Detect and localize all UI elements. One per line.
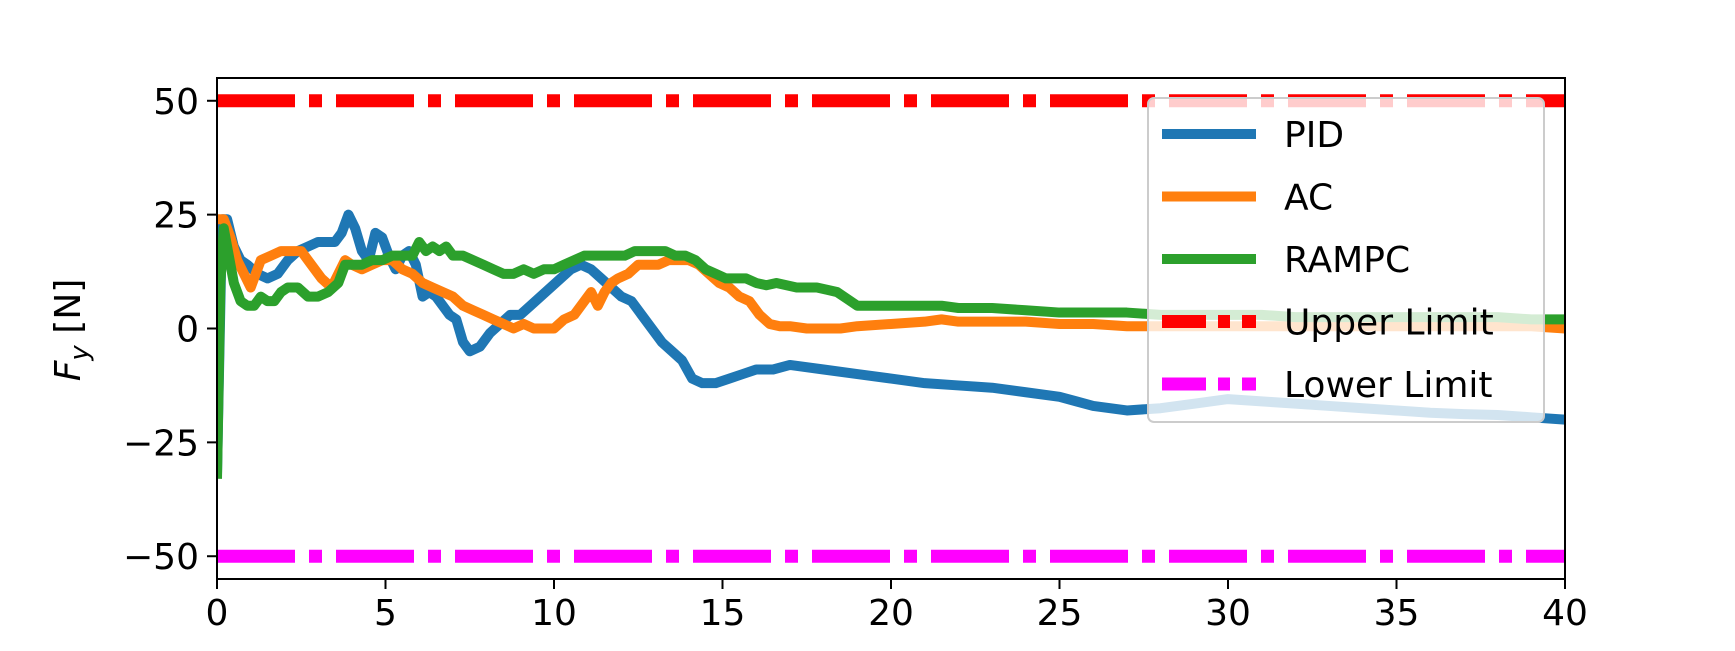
- x-tick-label-2: 10: [531, 593, 577, 634]
- series-line-2: [217, 223, 1565, 479]
- y-axis: −50 −25 0 25 50: [123, 82, 217, 578]
- legend-label-3: Upper Limit: [1284, 303, 1494, 344]
- y-axis-label-main: F: [48, 359, 89, 381]
- x-tick-label-7: 35: [1374, 593, 1420, 634]
- legend-label-1: AC: [1284, 178, 1333, 219]
- y-axis-label-unit: [N]: [48, 279, 89, 345]
- legend-label-4: Lower Limit: [1284, 365, 1493, 406]
- y-axis-label: Fy [N]: [48, 279, 95, 382]
- x-tick-label-3: 15: [700, 593, 746, 634]
- y-tick-label-2: 0: [176, 310, 199, 351]
- y-tick-label-3: 25: [153, 196, 199, 237]
- x-tick-label-5: 25: [1037, 593, 1083, 634]
- legend-label-0: PID: [1284, 115, 1344, 156]
- series-line-0: [217, 209, 1565, 475]
- x-tick-label-6: 30: [1205, 593, 1251, 634]
- y-tick-label-4: 50: [153, 82, 199, 123]
- x-tick-label-8: 40: [1542, 593, 1588, 634]
- x-tick-label-4: 20: [868, 593, 914, 634]
- legend-box: [1147, 97, 1545, 423]
- y-axis-label-sub: y: [65, 345, 95, 362]
- x-tick-label-1: 5: [374, 593, 397, 634]
- y-tick-label-0: −50: [123, 537, 199, 578]
- x-axis: 0 5 10 15 20 25 30 35 40: [206, 579, 1588, 634]
- y-tick-label-1: −25: [123, 423, 199, 464]
- legend: PID AC RAMPC Upper Limit Lower Limit: [1147, 97, 1545, 423]
- x-tick-label-0: 0: [206, 593, 229, 634]
- legend-label-2: RAMPC: [1284, 240, 1410, 281]
